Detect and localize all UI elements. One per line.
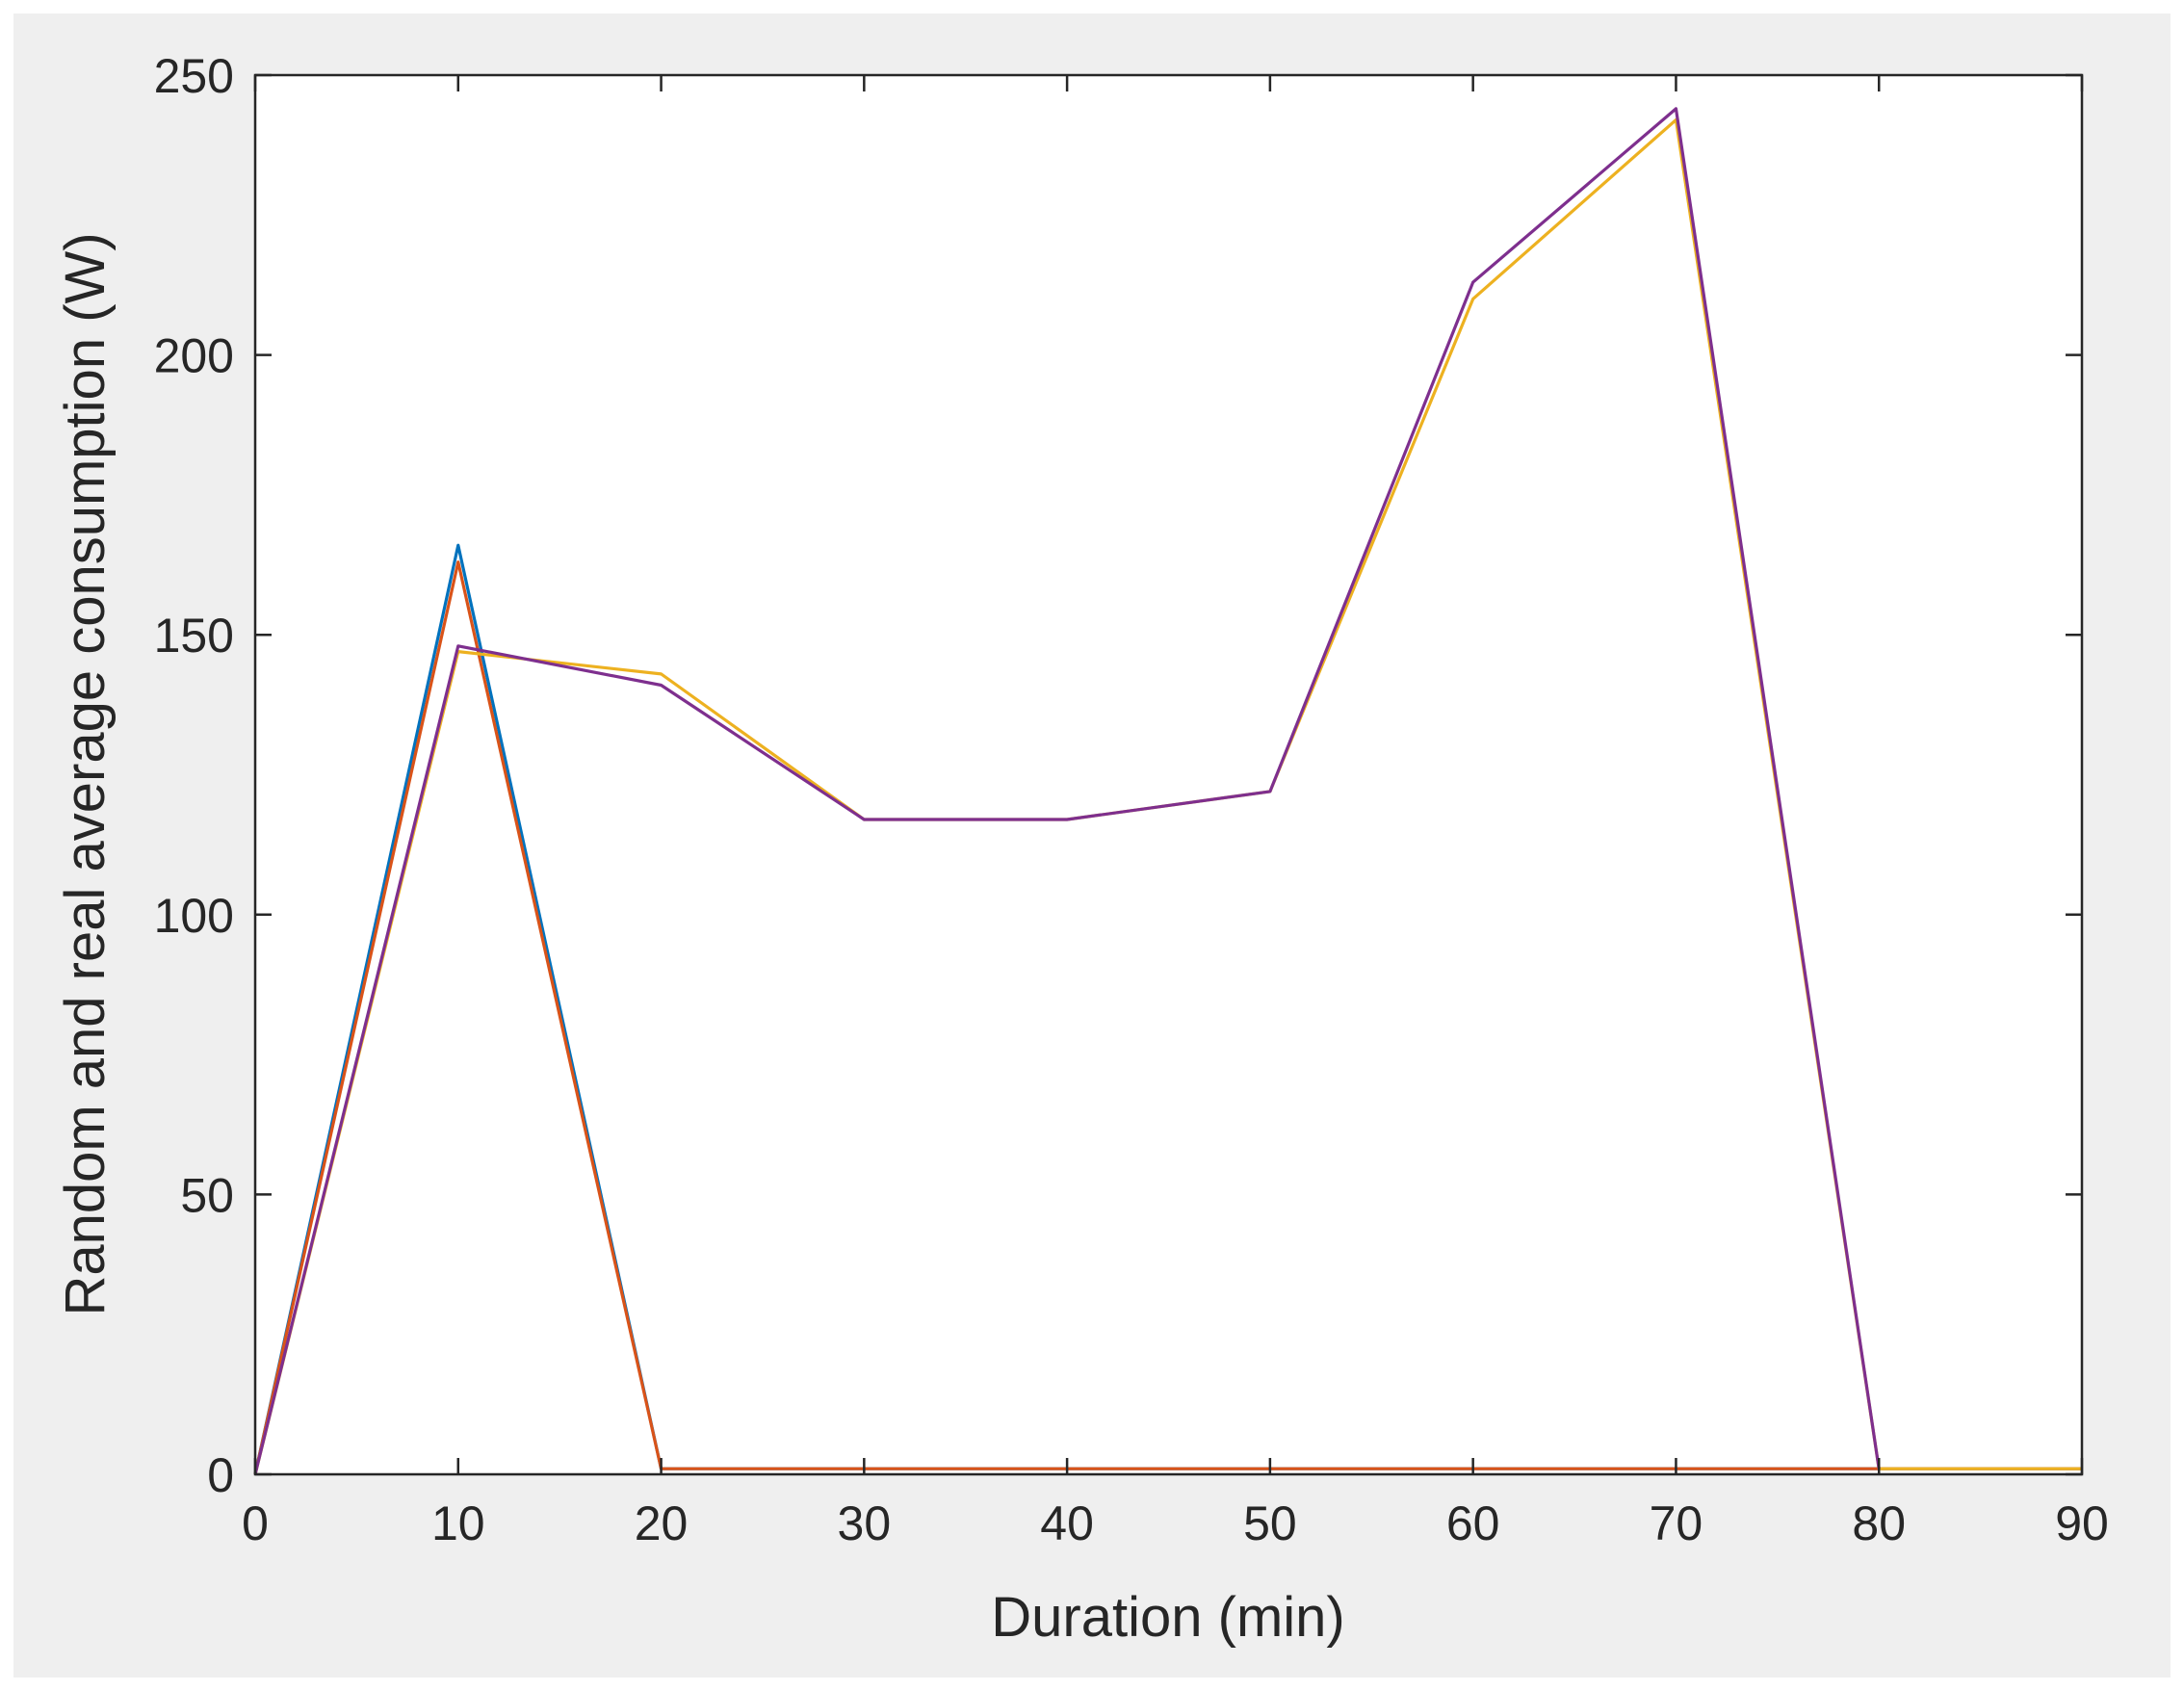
x-tick-label: 90 [2055,1496,2109,1550]
x-axis-label: Duration (min) [991,1586,1344,1649]
y-axis-label: Random and real average consumption (W) [54,232,117,1315]
y-tick-label: 0 [207,1448,234,1502]
y-tick-label: 150 [154,609,234,663]
x-tick-label: 50 [1243,1496,1297,1550]
y-tick-label: 100 [154,889,234,943]
x-tick-label: 0 [242,1496,269,1550]
series-line-4 [253,107,1881,1475]
x-tick-label: 60 [1446,1496,1500,1550]
x-tick-label: 20 [635,1496,689,1550]
x-tick-label: 30 [838,1496,892,1550]
y-tick-label: 200 [154,329,234,383]
axes-box [253,73,2084,1476]
plot-area [255,75,2082,1474]
x-tick-labels: 0 10 20 30 40 50 60 70 80 90 [242,1496,2109,1550]
x-tick-label: 80 [1852,1496,1906,1550]
x-tick-label: 10 [431,1496,485,1550]
y-tick-labels: 0 50 100 150 200 250 [154,49,234,1502]
x-tick-label: 70 [1650,1496,1703,1550]
series-layer [253,107,2082,1475]
x-tick-label: 40 [1040,1496,1094,1550]
y-tick-label: 50 [180,1168,234,1222]
y-tick-label: 250 [154,49,234,103]
series-line-2 [253,560,2082,1475]
